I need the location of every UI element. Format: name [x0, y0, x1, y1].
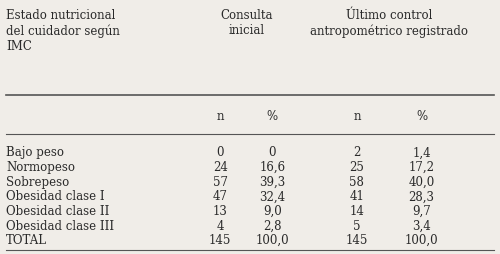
Text: 0: 0 [268, 146, 276, 159]
Text: %: % [416, 109, 427, 122]
Text: Bajo peso: Bajo peso [6, 146, 64, 159]
Text: 100,0: 100,0 [404, 233, 438, 246]
Text: Obesidad clase I: Obesidad clase I [6, 189, 105, 202]
Text: 4: 4 [216, 219, 224, 232]
Text: 9,0: 9,0 [263, 204, 282, 217]
Text: 2: 2 [353, 146, 360, 159]
Text: 28,3: 28,3 [408, 189, 434, 202]
Text: 145: 145 [209, 233, 232, 246]
Text: n: n [353, 109, 360, 122]
Text: 100,0: 100,0 [256, 233, 289, 246]
Text: Consulta
inicial: Consulta inicial [220, 9, 272, 37]
Text: 3,4: 3,4 [412, 219, 431, 232]
Text: 58: 58 [350, 175, 364, 188]
Text: Último control
antropométrico registrado: Último control antropométrico registrado [310, 9, 468, 37]
Text: TOTAL: TOTAL [6, 233, 48, 246]
Text: Sobrepeso: Sobrepeso [6, 175, 70, 188]
Text: 25: 25 [350, 161, 364, 173]
Text: n: n [216, 109, 224, 122]
Text: 57: 57 [212, 175, 228, 188]
Text: 13: 13 [212, 204, 228, 217]
Text: 47: 47 [212, 189, 228, 202]
Text: 32,4: 32,4 [260, 189, 285, 202]
Text: 2,8: 2,8 [263, 219, 281, 232]
Text: Estado nutricional
del cuidador según
IMC: Estado nutricional del cuidador según IM… [6, 9, 120, 52]
Text: 9,7: 9,7 [412, 204, 431, 217]
Text: 39,3: 39,3 [260, 175, 285, 188]
Text: Normopeso: Normopeso [6, 161, 75, 173]
Text: 14: 14 [350, 204, 364, 217]
Text: 17,2: 17,2 [408, 161, 434, 173]
Text: 24: 24 [212, 161, 228, 173]
Text: 40,0: 40,0 [408, 175, 434, 188]
Text: 5: 5 [353, 219, 360, 232]
Text: %: % [267, 109, 278, 122]
Text: Obesidad clase II: Obesidad clase II [6, 204, 110, 217]
Text: 0: 0 [216, 146, 224, 159]
Text: 16,6: 16,6 [260, 161, 285, 173]
Text: 1,4: 1,4 [412, 146, 431, 159]
Text: 41: 41 [350, 189, 364, 202]
Text: Obesidad clase III: Obesidad clase III [6, 219, 114, 232]
Text: 145: 145 [346, 233, 368, 246]
